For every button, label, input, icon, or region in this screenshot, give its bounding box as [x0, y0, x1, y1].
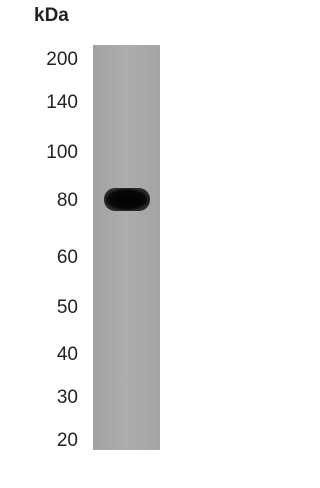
- western-blot: kDa 200 140 100 80 60 50 40 30 20: [34, 5, 160, 451]
- marker-label: 50: [57, 297, 78, 318]
- marker-label: 30: [57, 387, 78, 408]
- marker-label: 100: [46, 142, 78, 163]
- marker-label: 200: [46, 49, 78, 70]
- marker-label: 60: [57, 247, 78, 268]
- marker-labels: 200 140 100 80 60 50 40 30 20: [46, 49, 78, 451]
- marker-label: 140: [46, 92, 78, 113]
- protein-band: [104, 188, 150, 211]
- marker-label: 40: [57, 344, 78, 365]
- unit-label: kDa: [34, 5, 69, 26]
- marker-label: 20: [57, 430, 78, 451]
- marker-label: 80: [57, 190, 78, 211]
- blot-lane: [93, 45, 160, 450]
